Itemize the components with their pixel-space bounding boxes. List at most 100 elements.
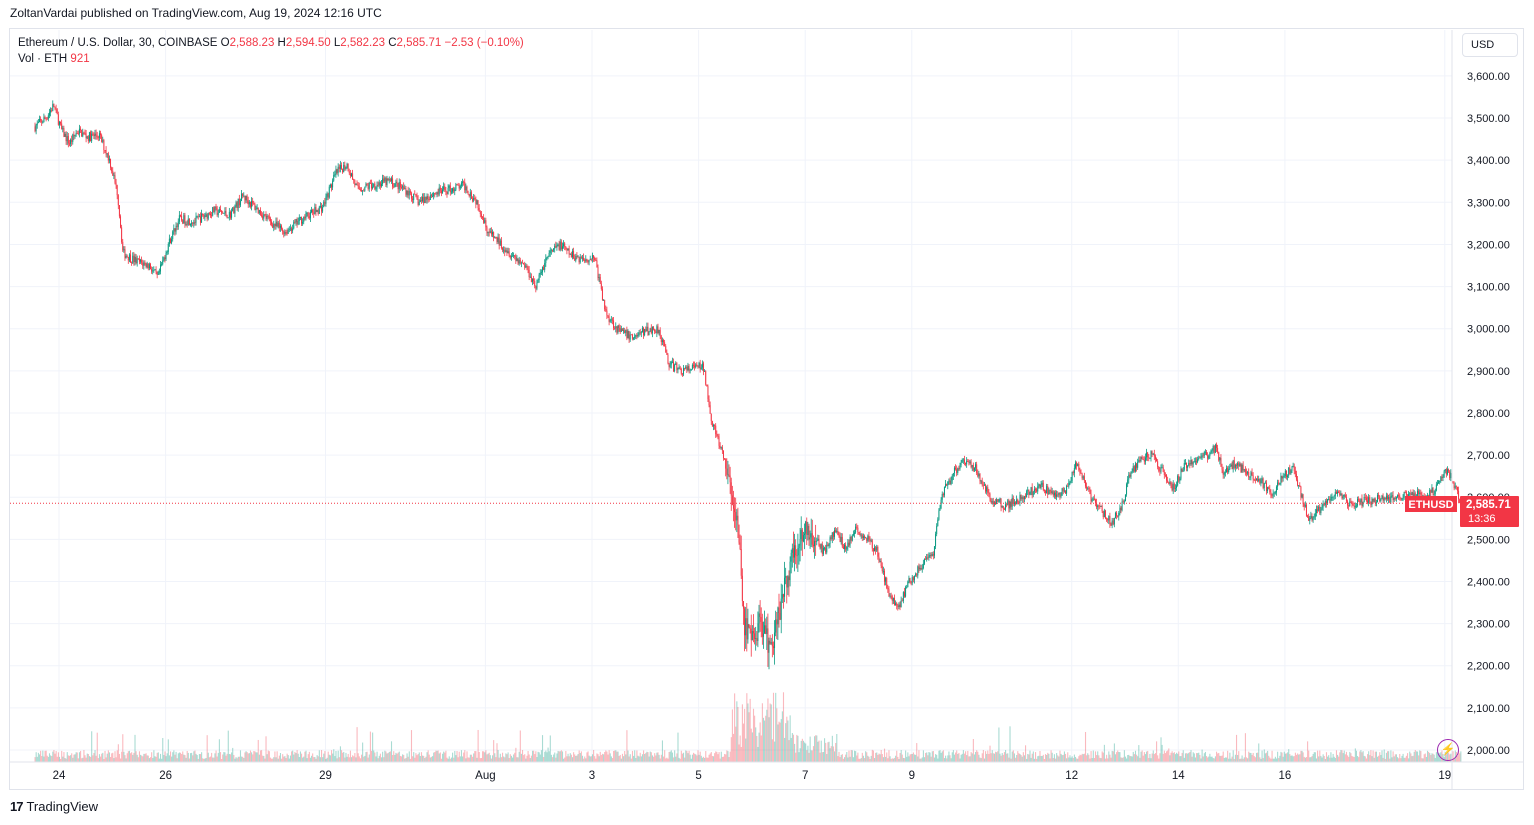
candle-body — [1079, 469, 1081, 473]
legend-open-value: 2,588.23 — [229, 37, 275, 49]
candle-body — [1097, 505, 1099, 508]
volume-bar — [1383, 749, 1385, 762]
candle-body — [558, 244, 560, 250]
volume-bar — [36, 756, 38, 762]
volume-bar — [1136, 754, 1138, 762]
volume-bar — [480, 757, 483, 762]
volume-bar — [754, 715, 756, 762]
volume-bar — [678, 757, 680, 762]
candle-body — [709, 405, 711, 414]
volume-bar — [390, 741, 393, 762]
volume-bar — [41, 756, 43, 762]
candle-body — [1441, 476, 1443, 478]
candle-body — [350, 173, 352, 176]
candle-body — [812, 544, 814, 547]
legend-volume-label[interactable]: Vol · ETH — [18, 53, 68, 65]
candle-body — [997, 499, 999, 502]
candle-body — [685, 366, 687, 369]
volume-bar — [373, 750, 375, 762]
candle-body — [560, 241, 562, 249]
candle-body — [71, 139, 73, 142]
candle-body — [1090, 493, 1092, 502]
volume-bar — [1072, 757, 1074, 762]
volume-bar — [1390, 750, 1392, 762]
candle-body — [1182, 469, 1184, 472]
candle-body — [1241, 464, 1243, 473]
candle-body — [1020, 495, 1022, 499]
volume-bar — [739, 735, 741, 762]
candle-body — [88, 132, 90, 141]
volume-bar — [432, 756, 434, 762]
candle-body — [838, 534, 840, 537]
candle-body — [248, 201, 250, 205]
candle-body — [259, 209, 261, 215]
volume-bar — [1119, 752, 1121, 762]
candle-body — [379, 182, 381, 187]
candle-body — [811, 533, 813, 545]
candle-body — [737, 515, 739, 525]
candle-body — [1323, 504, 1325, 506]
candle-body — [246, 195, 248, 201]
candle-body — [138, 258, 140, 262]
volume-bar — [100, 756, 102, 762]
candle-body — [636, 334, 638, 337]
candle-body — [1217, 447, 1219, 453]
volume-bar — [58, 756, 61, 762]
volume-bar — [801, 738, 803, 762]
candle-body — [579, 257, 581, 263]
candle-body — [936, 526, 938, 535]
candle-body — [782, 594, 784, 597]
candle-body — [721, 447, 723, 451]
volume-bar — [428, 754, 430, 762]
candle-body — [419, 200, 421, 202]
candle-body — [608, 316, 610, 322]
candle-body — [456, 184, 458, 186]
volume-bar — [399, 755, 401, 762]
candle-body — [702, 363, 704, 372]
volume-bar — [239, 750, 242, 762]
candle-body — [514, 255, 516, 258]
volume-bar — [389, 751, 391, 762]
currency-button[interactable]: USD — [1462, 33, 1518, 57]
candle-body — [988, 492, 990, 494]
footer-brand[interactable]: 17 TradingView — [10, 799, 98, 814]
volume-bar — [698, 754, 700, 762]
volume-bar — [429, 757, 431, 762]
volume-bar — [1177, 753, 1179, 762]
volume-bar — [1372, 750, 1374, 762]
volume-bar — [880, 750, 882, 762]
candle-body — [197, 216, 199, 218]
candle-body — [744, 608, 746, 636]
candle-body — [1261, 478, 1263, 481]
volume-bar — [172, 752, 174, 762]
volume-bar — [37, 752, 39, 762]
candle-body — [330, 184, 332, 188]
candle-body — [462, 181, 464, 183]
volume-bar — [831, 735, 833, 762]
volume-bar — [990, 753, 992, 762]
candle-body — [281, 225, 283, 230]
volume-bar — [53, 750, 55, 762]
volume-bar — [1374, 751, 1376, 762]
candle-body — [188, 218, 190, 226]
candle-body — [530, 276, 532, 282]
lightning-icon[interactable]: ⚡ — [1437, 739, 1459, 761]
volume-bar — [1393, 756, 1395, 762]
volume-bar — [1080, 755, 1082, 762]
volume-bar — [316, 755, 318, 762]
volume-bar — [926, 752, 928, 762]
candle-body — [101, 135, 103, 142]
volume-bar — [616, 751, 618, 762]
candle-body — [521, 262, 523, 264]
candle-body — [909, 578, 911, 583]
volume-bar — [296, 750, 298, 762]
legend-symbol[interactable]: Ethereum / U.S. Dollar, 30, COINBASE — [18, 37, 218, 49]
candle-body — [399, 182, 401, 188]
candle-body — [1452, 481, 1454, 484]
volume-bar — [1420, 751, 1422, 762]
candle-body — [291, 228, 293, 231]
candle-body — [1171, 485, 1173, 491]
volume-bar — [337, 750, 339, 762]
volume-bar — [866, 752, 868, 762]
